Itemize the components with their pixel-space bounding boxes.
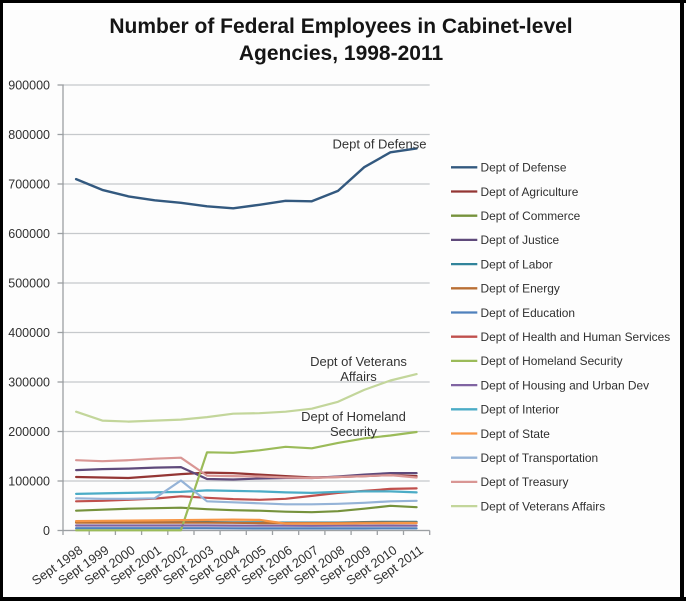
svg-text:Affairs: Affairs [340,369,377,384]
svg-text:Dept of Veterans: Dept of Veterans [310,354,407,369]
svg-text:Dept of Treasury: Dept of Treasury [481,475,569,489]
svg-text:300000: 300000 [8,375,50,389]
svg-text:Security: Security [330,424,377,439]
svg-text:Dept of Agriculture: Dept of Agriculture [481,185,579,199]
svg-text:0: 0 [43,524,50,538]
svg-text:Dept of Defense: Dept of Defense [481,161,567,175]
svg-text:500000: 500000 [8,276,50,290]
svg-text:400000: 400000 [8,326,50,340]
svg-text:Dept of Energy: Dept of Energy [481,282,560,296]
svg-text:Dept of Interior: Dept of Interior [481,403,560,417]
svg-text:200000: 200000 [8,425,50,439]
svg-text:Dept of Housing and Urban Dev: Dept of Housing and Urban Dev [481,378,650,392]
svg-text:800000: 800000 [8,128,50,142]
svg-text:Agencies, 1998-2011: Agencies, 1998-2011 [239,42,444,65]
svg-text:Dept of Homeland Security: Dept of Homeland Security [481,354,623,368]
svg-text:Number of Federal Employees in: Number of Federal Employees in Cabinet-l… [109,15,572,38]
svg-text:Dept of Transportation: Dept of Transportation [481,451,599,465]
svg-text:100000: 100000 [8,474,50,488]
svg-text:Dept of Homeland: Dept of Homeland [301,409,406,424]
svg-text:Dept of Commerce: Dept of Commerce [481,209,581,223]
svg-text:Dept of Justice: Dept of Justice [481,233,560,247]
svg-text:600000: 600000 [8,227,50,241]
svg-text:Dept of Veterans Affairs: Dept of Veterans Affairs [481,499,606,513]
svg-text:Dept of Labor: Dept of Labor [481,257,553,271]
svg-text:Dept of Defense: Dept of Defense [333,137,427,152]
svg-text:Dept of Education: Dept of Education [481,306,576,320]
svg-text:Dept of Health and Human Servi: Dept of Health and Human Services [481,330,671,344]
svg-text:Dept of State: Dept of State [481,427,551,441]
svg-text:900000: 900000 [8,78,50,92]
svg-text:700000: 700000 [8,177,50,191]
